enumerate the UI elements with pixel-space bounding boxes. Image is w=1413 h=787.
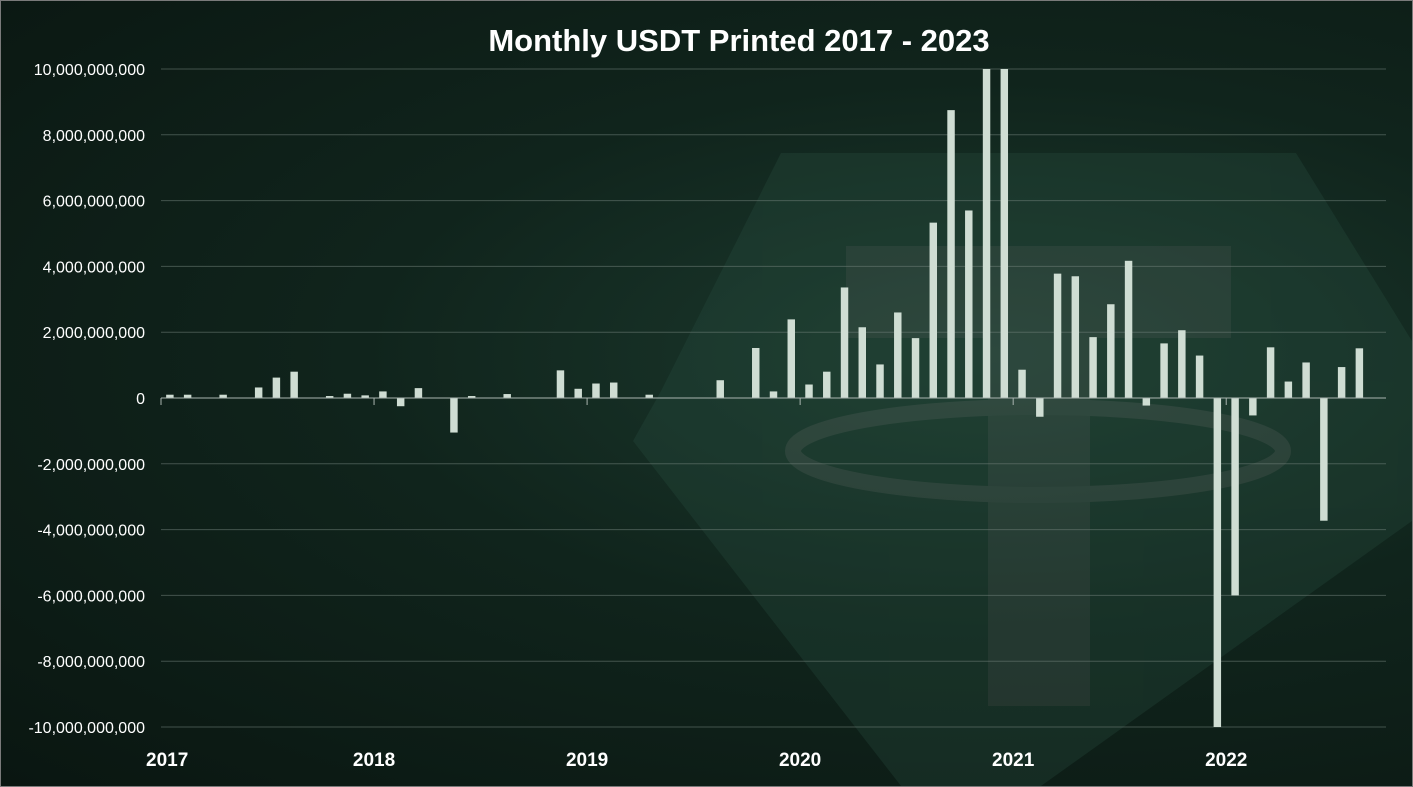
bar bbox=[894, 312, 902, 398]
x-tick-label: 2018 bbox=[353, 750, 395, 771]
bar bbox=[787, 319, 795, 398]
x-tick-label: 2020 bbox=[779, 750, 821, 771]
bars bbox=[166, 69, 1364, 727]
bar bbox=[343, 393, 352, 398]
y-tick-label: 6,000,000,000 bbox=[43, 194, 145, 211]
bar bbox=[1000, 69, 1009, 398]
y-tick-label: 2,000,000,000 bbox=[43, 325, 145, 342]
bar bbox=[1320, 398, 1328, 521]
bar bbox=[254, 387, 263, 398]
x-tick-label: 2022 bbox=[1205, 750, 1247, 771]
bar bbox=[876, 364, 884, 398]
y-tick-label: -6,000,000,000 bbox=[37, 588, 145, 605]
bar bbox=[769, 391, 778, 398]
tether-watermark-icon bbox=[633, 153, 1412, 786]
bar bbox=[1302, 362, 1310, 398]
bar bbox=[752, 347, 760, 398]
bar bbox=[290, 371, 298, 398]
x-tick-label: 2021 bbox=[992, 750, 1035, 771]
chart-title: Monthly USDT Printed 2017 - 2023 bbox=[488, 23, 989, 58]
bar bbox=[592, 383, 600, 398]
y-tick-label: -4,000,000,000 bbox=[37, 523, 145, 540]
y-tick-label: -8,000,000,000 bbox=[37, 654, 145, 671]
bar bbox=[947, 110, 955, 399]
bar bbox=[467, 396, 476, 398]
bar bbox=[1142, 398, 1151, 406]
bar bbox=[1018, 369, 1026, 398]
x-axis-ticks: 2017 2018 2019 2020 2021 2022 bbox=[146, 750, 1247, 771]
bar bbox=[450, 398, 458, 433]
bar bbox=[805, 384, 813, 398]
bar bbox=[929, 222, 938, 398]
bar bbox=[1249, 398, 1257, 416]
bar bbox=[1089, 337, 1097, 398]
bar bbox=[1231, 398, 1239, 596]
bar bbox=[219, 394, 227, 398]
bar bbox=[1213, 398, 1222, 727]
y-tick-label: 10,000,000,000 bbox=[34, 62, 145, 79]
bar bbox=[396, 398, 405, 407]
bar bbox=[840, 287, 849, 398]
bar bbox=[1036, 398, 1044, 417]
bar bbox=[1124, 260, 1133, 398]
bar bbox=[166, 394, 174, 398]
bar bbox=[982, 69, 991, 398]
bar bbox=[1337, 367, 1346, 398]
bar bbox=[823, 371, 831, 398]
bar bbox=[1071, 276, 1080, 398]
y-tick-label: -2,000,000,000 bbox=[37, 457, 145, 474]
bar bbox=[911, 338, 920, 398]
bar bbox=[574, 388, 582, 398]
bar bbox=[645, 394, 653, 398]
bar bbox=[609, 382, 618, 398]
y-tick-label: -10,000,000,000 bbox=[28, 720, 145, 737]
bar bbox=[1107, 304, 1115, 398]
bar bbox=[503, 394, 511, 398]
bar bbox=[183, 394, 192, 398]
bar bbox=[1195, 355, 1204, 398]
x-tick-label: 2017 bbox=[146, 750, 188, 771]
bar bbox=[716, 380, 724, 398]
y-tick-label: 8,000,000,000 bbox=[43, 128, 145, 145]
bar bbox=[272, 377, 281, 398]
x-tick-label: 2019 bbox=[566, 750, 608, 771]
bar bbox=[361, 395, 369, 398]
bar bbox=[325, 396, 334, 398]
bar bbox=[858, 327, 866, 398]
bar bbox=[1266, 347, 1275, 398]
bar bbox=[379, 391, 387, 398]
bar bbox=[414, 388, 423, 398]
bar bbox=[1284, 381, 1293, 398]
bar bbox=[1355, 348, 1364, 398]
bar bbox=[1053, 273, 1062, 398]
bar bbox=[556, 370, 565, 398]
x-axis bbox=[160, 397, 1386, 405]
y-tick-label: 4,000,000,000 bbox=[43, 259, 145, 276]
y-axis-ticks: 10,000,000,000 8,000,000,000 6,000,000,000… bbox=[28, 62, 145, 737]
y-tick-label: 0 bbox=[136, 391, 145, 408]
bar bbox=[1160, 343, 1168, 398]
bar bbox=[1178, 330, 1186, 398]
bar bbox=[965, 210, 973, 398]
